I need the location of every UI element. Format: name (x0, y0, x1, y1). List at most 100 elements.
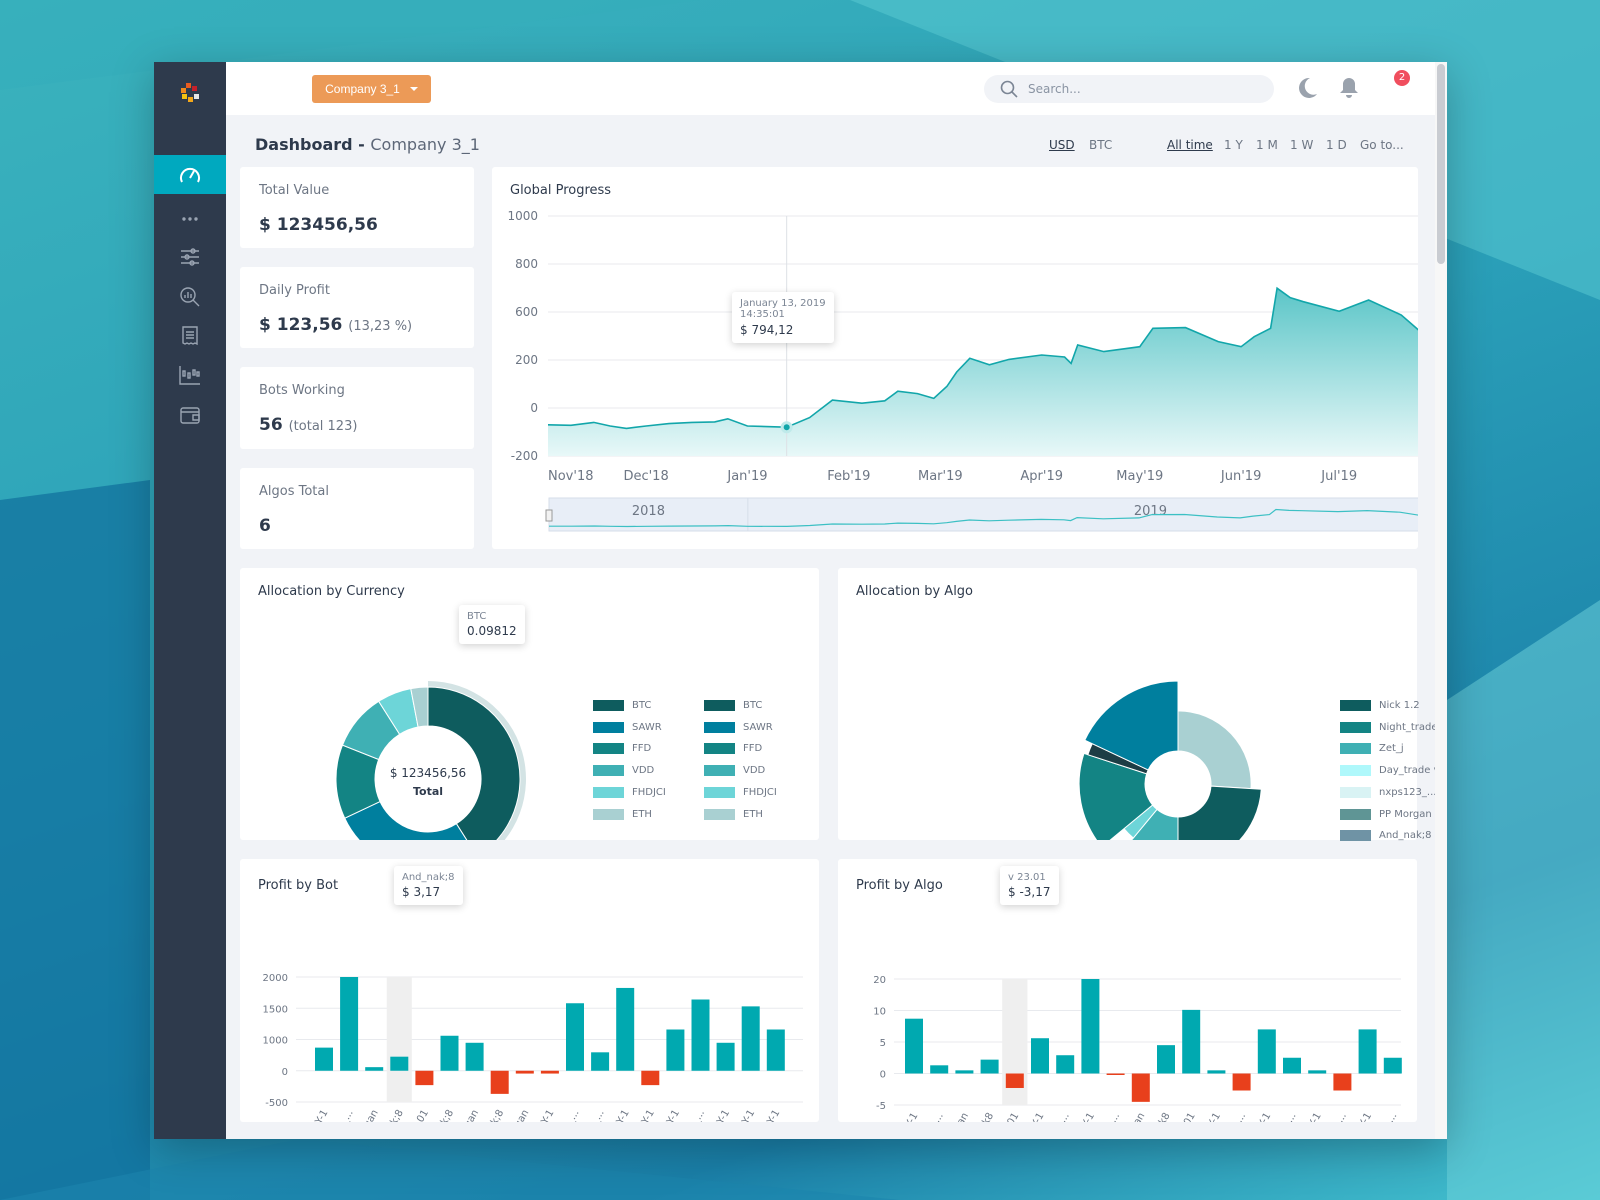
global-progress-chart[interactable]: 1000 800 600 200 0 -200 Nov'18 Dec'18 Jan'19 Feb'… (492, 167, 1418, 549)
legend-item[interactable]: FHDJCI (704, 786, 777, 798)
donut-center-label: Total (413, 785, 443, 798)
legend-item[interactable]: nxps123_... (1340, 786, 1436, 798)
hover-band (386, 977, 412, 1102)
x-tick-label: Feb'19 (827, 469, 870, 484)
bar (1182, 1009, 1201, 1074)
sidebar-item-more[interactable] (154, 212, 226, 226)
chart-tooltip: January 13, 2019 14:35:01 $ 794,12 (732, 292, 834, 343)
bar (1005, 1073, 1024, 1088)
x-tick-label: May'19 (1116, 469, 1163, 484)
bar (980, 1059, 999, 1074)
legend-item[interactable]: ETH (704, 808, 763, 820)
logo-icon[interactable] (154, 80, 226, 106)
sidebar-item-trading[interactable] (154, 364, 226, 386)
scrollbar-thumb[interactable] (1437, 64, 1445, 264)
bar (440, 1035, 459, 1071)
range-goto[interactable]: Go to... (1360, 138, 1404, 152)
legend-item[interactable]: FHDJCI (593, 786, 666, 798)
legend-item[interactable]: Nick 1.2 (1340, 700, 1420, 711)
range-1m[interactable]: 1 M (1256, 138, 1278, 152)
range-all-time[interactable]: All time (1167, 138, 1213, 152)
search-icon (1000, 80, 1018, 98)
bar (1081, 979, 1100, 1074)
legend-item[interactable]: Zet_j (1340, 743, 1404, 755)
bar (566, 1003, 584, 1071)
chart-title: Allocation by Currency (258, 584, 405, 599)
scrollbar-track[interactable] (1435, 62, 1447, 1139)
bar (1207, 1070, 1226, 1074)
legend-swatch (593, 721, 624, 733)
search-input[interactable] (1028, 82, 1258, 96)
legend-item[interactable]: Day_trade v1.2 (1340, 765, 1447, 777)
legend-item[interactable]: Night_trade v1 (1340, 721, 1447, 733)
bar (1308, 1070, 1327, 1074)
legend-item[interactable]: BTC (704, 700, 762, 711)
legend-swatch (1340, 721, 1371, 733)
legend-swatch (593, 765, 624, 777)
legend-item[interactable]: SAWR (593, 721, 662, 733)
range-1y[interactable]: 1 Y (1224, 138, 1243, 152)
legend-item[interactable]: And_nak;8 (1340, 830, 1432, 842)
profit-algo-card: Profit by Algo 201050-5BTC-DAY-1nxps123_… (838, 859, 1417, 1122)
legend-label: SAWR (632, 721, 662, 733)
algo-rose-chart[interactable] (838, 568, 1417, 840)
wallet-icon (180, 407, 200, 424)
legend-item[interactable]: VDD (593, 765, 655, 777)
currency-donut-chart[interactable]: $ 123456,56 Total (240, 568, 819, 840)
x-tick-label: Jun'19 (1220, 469, 1261, 484)
range-1d[interactable]: 1 D (1326, 138, 1347, 152)
stat-card-daily-profit: Daily Profit $ 123,56 (13,23 %) (240, 267, 474, 348)
y-tick-label: 1000 (263, 1036, 288, 1047)
legend-swatch (593, 700, 624, 711)
bar (1333, 1073, 1352, 1091)
currency-btc[interactable]: BTC (1089, 138, 1113, 152)
bell-icon[interactable] (1338, 76, 1360, 100)
y-tick-label: 200 (515, 353, 538, 367)
legend-swatch (593, 808, 624, 820)
notification-badge: 2 (1394, 70, 1410, 86)
bar (716, 1042, 735, 1071)
bar (1358, 1029, 1377, 1074)
stat-value: 56 (total 123) (259, 415, 358, 435)
legend-label: VDD (632, 765, 655, 777)
sidebar-item-reports[interactable] (154, 325, 226, 347)
sidebar-item-settings[interactable] (154, 246, 226, 268)
legend-item[interactable]: SAWR (704, 721, 773, 733)
company-dropdown[interactable]: Company 3_1 (312, 75, 431, 103)
stat-value: 6 (259, 516, 271, 536)
y-tick-label: 1000 (507, 209, 538, 223)
bar (1283, 1057, 1301, 1074)
y-tick-label: 800 (515, 257, 538, 271)
x-tick-label: Dec'18 (623, 469, 668, 484)
range-1w[interactable]: 1 W (1290, 138, 1314, 152)
stat-card-bots-working: Bots Working 56 (total 123) (240, 367, 474, 449)
sidebar-item-wallet[interactable] (154, 404, 226, 426)
receipt-icon (182, 326, 198, 346)
legend-item[interactable]: FFD (593, 743, 651, 755)
sidebar-item-analytics[interactable] (154, 286, 226, 308)
y-tick-label: 2000 (263, 973, 288, 984)
moon-icon[interactable] (1296, 76, 1318, 100)
x-tick-label: Jul'19 (1320, 469, 1357, 484)
bar (315, 1047, 333, 1071)
legend-item[interactable]: ETH (593, 808, 652, 820)
legend-item[interactable]: PP Morgan (1340, 808, 1432, 820)
navigator-handle (545, 509, 553, 522)
series-line (547, 286, 1418, 430)
search-box[interactable] (984, 75, 1274, 103)
y-tick-label: 20 (873, 975, 886, 986)
legend-item[interactable]: VDD (704, 765, 765, 777)
currency-usd[interactable]: USD (1049, 138, 1075, 152)
sidebar-item-dashboard[interactable] (154, 155, 226, 194)
legend-item[interactable]: FFD (704, 743, 762, 755)
legend-label: ETH (743, 808, 763, 820)
pie-slice-btc (427, 686, 521, 840)
x-tick-label: Nov'18 (548, 469, 594, 484)
stat-label: Total Value (259, 183, 330, 198)
legend-swatch (593, 786, 624, 798)
navigator-label: 2018 (632, 504, 665, 519)
profit-bot-chart[interactable]: 2000150010000-500BTC-DAY-1nxps123_...PP … (240, 859, 819, 1122)
legend-swatch (1340, 808, 1371, 820)
legend-item[interactable]: BTC (593, 700, 651, 711)
